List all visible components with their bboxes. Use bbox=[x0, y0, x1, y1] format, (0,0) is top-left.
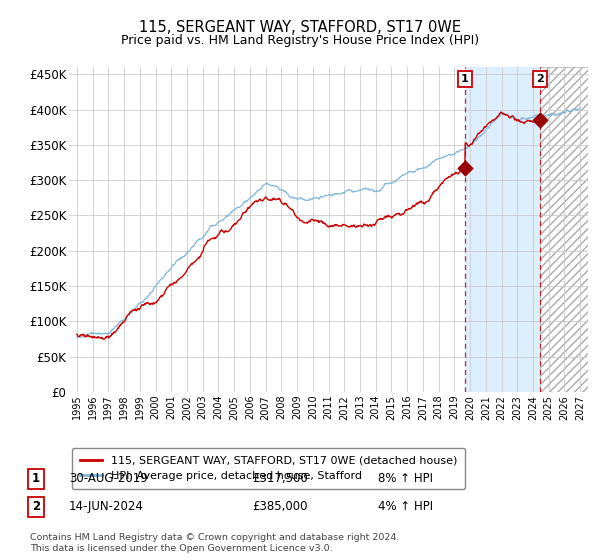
Legend: 115, SERGEANT WAY, STAFFORD, ST17 0WE (detached house), HPI: Average price, deta: 115, SERGEANT WAY, STAFFORD, ST17 0WE (d… bbox=[72, 448, 465, 489]
Text: £317,500: £317,500 bbox=[252, 472, 308, 486]
Text: 1: 1 bbox=[461, 74, 469, 84]
Text: 2: 2 bbox=[536, 74, 544, 84]
Text: 115, SERGEANT WAY, STAFFORD, ST17 0WE: 115, SERGEANT WAY, STAFFORD, ST17 0WE bbox=[139, 20, 461, 35]
Text: 4% ↑ HPI: 4% ↑ HPI bbox=[378, 500, 433, 514]
Text: Contains HM Land Registry data © Crown copyright and database right 2024.
This d: Contains HM Land Registry data © Crown c… bbox=[30, 533, 400, 553]
Point bbox=[535, 116, 545, 125]
Text: Price paid vs. HM Land Registry's House Price Index (HPI): Price paid vs. HM Land Registry's House … bbox=[121, 34, 479, 46]
Text: 14-JUN-2024: 14-JUN-2024 bbox=[69, 500, 144, 514]
Text: £385,000: £385,000 bbox=[252, 500, 308, 514]
Point bbox=[460, 164, 470, 172]
Bar bbox=[540, 67, 588, 392]
Text: 30-AUG-2019: 30-AUG-2019 bbox=[69, 472, 148, 486]
Text: 8% ↑ HPI: 8% ↑ HPI bbox=[378, 472, 433, 486]
Text: 2: 2 bbox=[32, 500, 40, 514]
Text: 1: 1 bbox=[32, 472, 40, 486]
Bar bbox=[465, 67, 540, 392]
